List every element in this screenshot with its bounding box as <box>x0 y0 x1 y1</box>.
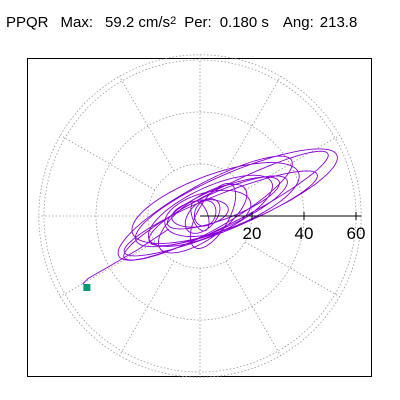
grid-spoke <box>119 76 175 172</box>
x-tick-label: 20 <box>243 224 262 243</box>
grid-spoke <box>244 241 340 297</box>
plot-frame <box>27 58 372 377</box>
grid-spoke <box>60 135 156 191</box>
grid-spoke <box>225 260 281 356</box>
orbit-trace <box>82 148 338 288</box>
radial-axis: 20 40 60 <box>200 212 365 243</box>
x-tick-label: 40 <box>295 224 314 243</box>
grid-spoke <box>225 76 281 172</box>
header-readout: PPQR Max: 59.2 cm/s 2 Per: 0.180 s Ang: … <box>6 14 357 38</box>
end-point-marker <box>83 284 91 291</box>
max-value: 59.2 cm/s <box>105 14 171 31</box>
orbit-path <box>82 148 338 288</box>
max-exponent: 2 <box>170 15 177 27</box>
grid-spoke <box>60 241 156 297</box>
ang-label: Ang: <box>282 14 314 31</box>
per-value: 0.180 s <box>219 14 269 31</box>
x-tick-label: 60 <box>347 224 366 243</box>
per-label: Per: <box>184 14 212 31</box>
max-label: Max: <box>60 14 94 31</box>
ang-value: 213.8 <box>319 14 358 31</box>
station-code: PPQR <box>6 14 49 31</box>
grid-spoke <box>119 260 175 356</box>
end-marker-group <box>83 284 91 291</box>
grid-spoke <box>244 135 340 191</box>
